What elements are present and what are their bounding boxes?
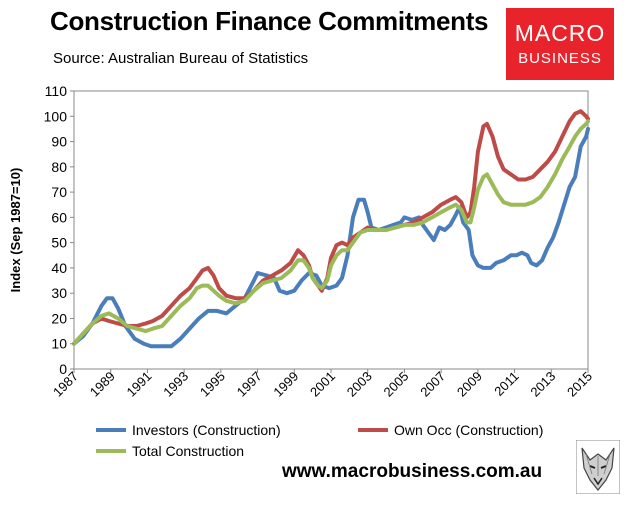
plot-lines [72, 109, 590, 349]
x-tick-label: 2001 [307, 369, 338, 400]
y-tick-label: 30 [51, 285, 67, 301]
chart-subtitle: Source: Australian Bureau of Statistics [53, 50, 309, 67]
y-tick-label: 60 [51, 209, 67, 225]
y-tick-label: 90 [51, 134, 67, 150]
y-tick-label: 80 [51, 159, 67, 175]
x-tick-label: 2013 [527, 369, 558, 400]
x-tick-label: 1997 [234, 369, 265, 400]
legend-label: Own Occ (Construction) [394, 422, 543, 438]
y-tick-label: 10 [51, 336, 67, 352]
x-tick-label: 2005 [380, 369, 411, 400]
y-tick-label: 20 [51, 310, 67, 326]
logo-line-macro: MACRO [514, 20, 606, 46]
macrobusiness-logo: MACRO BUSINESS [506, 8, 614, 80]
x-tick-label: 1995 [197, 369, 228, 400]
y-tick-label: 40 [51, 260, 67, 276]
y-tick-labels: 0 10 20 30 40 50 60 70 80 90 100 110 [44, 83, 74, 377]
x-tick-label: 1993 [160, 369, 191, 400]
series-line-1 [72, 109, 590, 346]
y-axis-label: Index (Sep 1987=10) [8, 168, 23, 293]
y-tick-label: 70 [51, 184, 67, 200]
chart-title: Construction Finance Commitments [50, 6, 489, 36]
x-tick-label: 2009 [454, 369, 485, 400]
y-tick-label: 0 [59, 361, 67, 377]
x-tick-labels: 1987 1989 1991 1993 1995 1997 1999 2001 2003 2005… [50, 369, 595, 400]
logo-line-business: BUSINESS [518, 50, 602, 67]
x-tick-label: 1991 [123, 369, 154, 400]
x-tick-label: 2011 [491, 369, 521, 399]
series-line-0 [72, 126, 590, 349]
chart-legend: Investors (Construction) Own Occ (Constru… [96, 422, 543, 459]
legend-label: Total Construction [132, 443, 244, 459]
x-tick-label: 1989 [87, 369, 118, 400]
x-tick-label: 2007 [417, 369, 448, 400]
x-tick-label: 2015 [564, 369, 595, 400]
website-url: www.macrobusiness.com.au [282, 461, 543, 482]
series-line-2 [72, 119, 590, 346]
legend-label: Investors (Construction) [132, 422, 281, 438]
y-tick-label: 50 [51, 235, 67, 251]
y-tick-label: 100 [44, 108, 68, 124]
x-tick-label: 2003 [344, 369, 375, 400]
wolf-head-icon [575, 439, 621, 495]
x-tick-label: 1999 [270, 369, 301, 400]
x-tick-label: 1987 [50, 369, 81, 400]
y-tick-label: 110 [45, 83, 68, 99]
